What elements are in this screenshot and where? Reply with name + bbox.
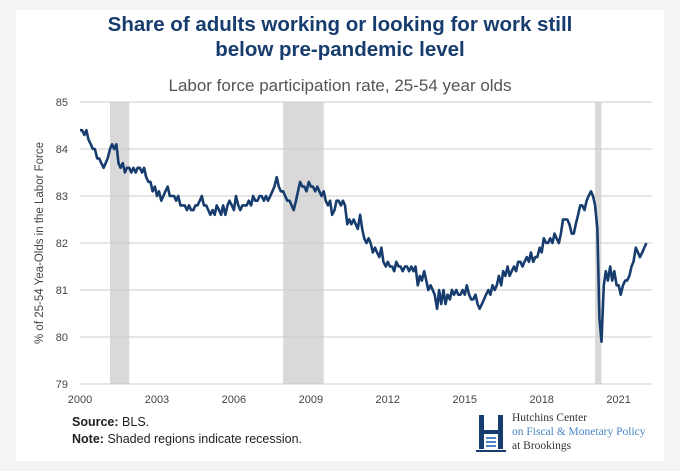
y-tick-label: 80 — [56, 332, 68, 344]
note-text: Shaded regions indicate recession. — [107, 432, 303, 446]
x-tick-label: 2006 — [222, 394, 246, 406]
logo-line-3: at Brookings — [512, 440, 572, 452]
x-tick-label: 2015 — [453, 394, 477, 406]
x-tick-label: 2000 — [68, 394, 92, 406]
y-tick-label: 82 — [56, 238, 68, 250]
x-tick-label: 2021 — [606, 394, 630, 406]
y-tick-label: 84 — [56, 144, 68, 156]
logo-line-2: on Fiscal & Monetary Policy — [512, 426, 646, 438]
y-tick-label: 83 — [56, 191, 68, 203]
note-line: Note: Shaded regions indicate recession. — [72, 431, 302, 448]
x-tick-label: 2009 — [299, 394, 323, 406]
chart-notes: Source: BLS. Note: Shaded regions indica… — [72, 414, 302, 448]
hutchins-center-logo: Hutchins Center on Fiscal & Monetary Pol… — [476, 411, 666, 461]
x-tick-label: 2012 — [376, 394, 400, 406]
y-axis-label: % of 25-54 Yea-Olds in the Labor Force — [34, 142, 46, 344]
source-text: BLS. — [122, 415, 150, 429]
x-tick-label: 2003 — [145, 394, 169, 406]
series-line-1 — [80, 128, 648, 343]
note-label: Note: — [72, 432, 104, 446]
logo-line-1: Hutchins Center — [512, 412, 588, 424]
y-tick-label: 81 — [56, 285, 68, 297]
chart-title: Share of adults working or looking for w… — [0, 12, 680, 62]
y-tick-label: 85 — [56, 97, 68, 109]
chart-subtitle: Labor force participation rate, 25-54 ye… — [168, 76, 512, 95]
x-tick-label: 2018 — [529, 394, 553, 406]
hutchins-h-icon — [476, 415, 506, 452]
source-line: Source: BLS. — [72, 414, 302, 431]
y-tick-label: 79 — [56, 379, 68, 391]
chart-title-line-2: below pre-pandemic level — [215, 38, 465, 61]
source-label: Source: — [72, 415, 119, 429]
chart-title-line-1: Share of adults working or looking for w… — [107, 13, 573, 36]
logo-text: Hutchins Center on Fiscal & Monetary Pol… — [512, 411, 646, 453]
